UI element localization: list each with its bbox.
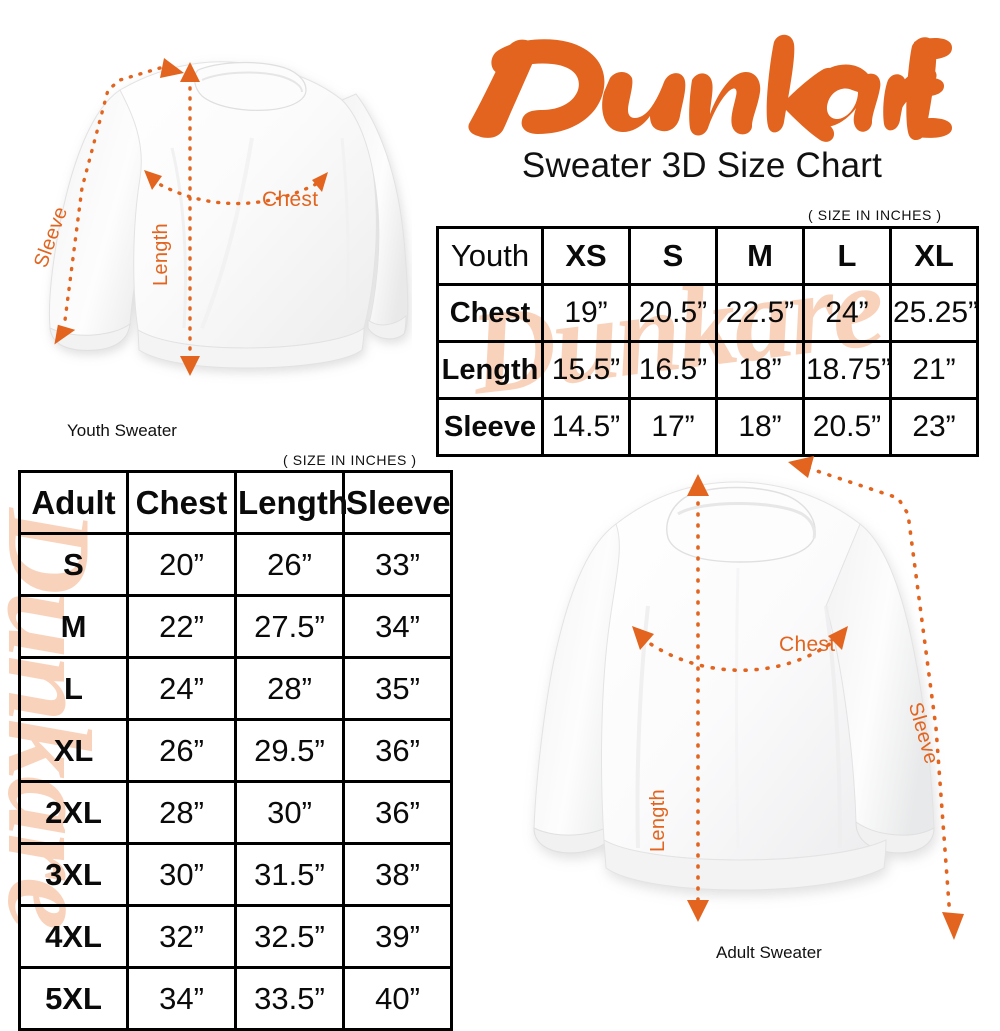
adult-length-s: 26”: [234, 532, 345, 597]
adult-sleeve-s: 33”: [342, 532, 453, 597]
table-row: M 22” 27.5” 34”: [18, 594, 453, 659]
adult-length-m: 27.5”: [234, 594, 345, 659]
adult-chest-xl: 26”: [126, 718, 237, 783]
adult-size-l: L: [18, 656, 129, 721]
adult-header-sleeve: Sleeve: [342, 470, 453, 535]
youth-chest-label: Chest: [262, 188, 319, 211]
adult-chest-l: 24”: [126, 656, 237, 721]
youth-length-xl: 21”: [889, 340, 979, 400]
table-row-header: Adult Chest Length Sleeve: [18, 470, 453, 535]
youth-corner-cell: Youth: [436, 226, 544, 286]
adult-size-2xl: 2XL: [18, 780, 129, 845]
adult-sleeve-xl: 36”: [342, 718, 453, 783]
adult-chest-2xl: 28”: [126, 780, 237, 845]
adult-size-5xl: 5XL: [18, 966, 129, 1031]
youth-row-label-chest: Chest: [436, 283, 544, 343]
youth-row-label-length: Length: [436, 340, 544, 400]
adult-size-3xl: 3XL: [18, 842, 129, 907]
adult-sleeve-3xl: 38”: [342, 842, 453, 907]
adult-chest-m: 22”: [126, 594, 237, 659]
adult-length-5xl: 33.5”: [234, 966, 345, 1031]
youth-chest-s: 20.5”: [628, 283, 718, 343]
youth-chest-m: 22.5”: [715, 283, 805, 343]
adult-chest-s: 20”: [126, 532, 237, 597]
table-row: 3XL 30” 31.5” 38”: [18, 842, 453, 907]
table-row: 4XL 32” 32.5” 39”: [18, 904, 453, 969]
youth-size-s: S: [628, 226, 718, 286]
table-row: 2XL 28” 30” 36”: [18, 780, 453, 845]
youth-size-m: M: [715, 226, 805, 286]
adult-sleeve-2xl: 36”: [342, 780, 453, 845]
youth-size-l: L: [802, 226, 892, 286]
youth-size-table: Youth XS S M L XL Chest 19” 20.5” 22.5” …: [436, 226, 979, 457]
adult-length-xl: 29.5”: [234, 718, 345, 783]
table-row-header: Youth XS S M L XL: [436, 226, 979, 286]
adult-header-size: Adult: [18, 470, 129, 535]
table-row: S 20” 26” 33”: [18, 532, 453, 597]
adult-size-s: S: [18, 532, 129, 597]
youth-size-xl: XL: [889, 226, 979, 286]
adult-length-l: 28”: [234, 656, 345, 721]
adult-chest-5xl: 34”: [126, 966, 237, 1031]
youth-sleeve-m: 18”: [715, 397, 805, 457]
adult-sleeve-4xl: 39”: [342, 904, 453, 969]
adult-size-m: M: [18, 594, 129, 659]
adult-header-length: Length: [234, 470, 348, 535]
youth-sleeve-xl: 23”: [889, 397, 979, 457]
adult-sleeve-m: 34”: [342, 594, 453, 659]
adult-size-table: Adult Chest Length Sleeve S 20” 26” 33” M 22”…: [18, 470, 453, 1031]
youth-chest-xl: 25.25”: [889, 283, 979, 343]
youth-size-xs: XS: [541, 226, 631, 286]
size-chart-page: Dunkare Dunkare: [0, 18, 988, 1031]
youth-length-l: 18.75”: [802, 340, 892, 400]
youth-row-label-sleeve: Sleeve: [436, 397, 544, 457]
brand-logo: [452, 18, 952, 158]
table-row: L 24” 28” 35”: [18, 656, 453, 721]
adult-length-2xl: 30”: [234, 780, 345, 845]
table-row: XL 26” 29.5” 36”: [18, 718, 453, 783]
adult-length-label: Length: [647, 789, 669, 852]
adult-length-4xl: 32.5”: [234, 904, 345, 969]
youth-units-note: ( SIZE IN INCHES ): [808, 207, 942, 223]
youth-length-s: 16.5”: [628, 340, 718, 400]
youth-sleeve-l: 20.5”: [802, 397, 892, 457]
adult-size-4xl: 4XL: [18, 904, 129, 969]
adult-units-note: ( SIZE IN INCHES ): [283, 452, 417, 468]
adult-size-xl: XL: [18, 718, 129, 783]
adult-sleeve-l: 35”: [342, 656, 453, 721]
adult-chest-label: Chest: [779, 633, 836, 656]
adult-sweater-illustration: [488, 448, 988, 948]
youth-sleeve-s: 17”: [628, 397, 718, 457]
table-row: Length 15.5” 16.5” 18” 18.75” 21”: [436, 340, 979, 400]
youth-sweater-caption: Youth Sweater: [67, 421, 177, 440]
adult-chest-3xl: 30”: [126, 842, 237, 907]
adult-chest-4xl: 32”: [126, 904, 237, 969]
adult-header-chest: Chest: [126, 470, 237, 535]
youth-length-label: Length: [150, 223, 172, 286]
youth-sweater-illustration: [12, 28, 412, 408]
table-row: Sleeve 14.5” 17” 18” 20.5” 23”: [436, 397, 979, 457]
youth-length-m: 18”: [715, 340, 805, 400]
table-row: Chest 19” 20.5” 22.5” 24” 25.25”: [436, 283, 979, 343]
adult-length-3xl: 31.5”: [234, 842, 345, 907]
youth-sleeve-xs: 14.5”: [541, 397, 631, 457]
adult-sleeve-5xl: 40”: [342, 966, 453, 1031]
adult-sweater-caption: Adult Sweater: [716, 943, 822, 962]
youth-length-xs: 15.5”: [541, 340, 631, 400]
table-row: 5XL 34” 33.5” 40”: [18, 966, 453, 1031]
youth-chest-l: 24”: [802, 283, 892, 343]
youth-chest-xs: 19”: [541, 283, 631, 343]
chart-subtitle: Sweater 3D Size Chart: [521, 146, 883, 185]
